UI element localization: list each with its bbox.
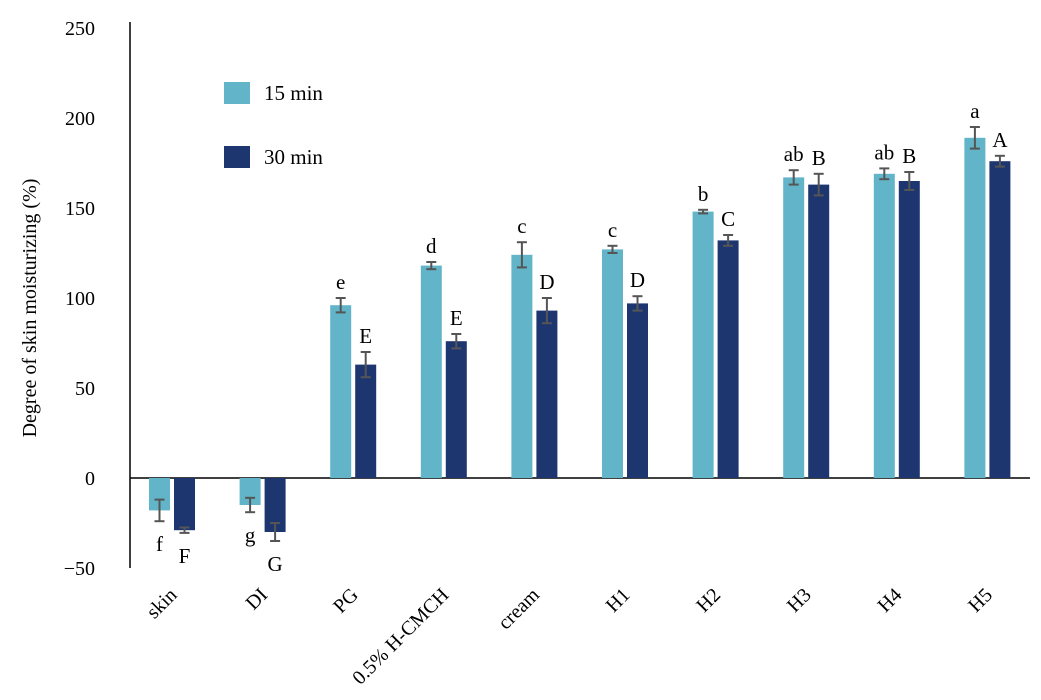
bar-15min (964, 137, 986, 479)
category-label: DI (242, 584, 272, 614)
significance-label: c (517, 214, 526, 238)
significance-label: d (426, 234, 437, 258)
bars-group (149, 137, 1011, 532)
y-tick-labels: 250 200 150 100 50 0 −50 (64, 18, 95, 580)
significance-label: A (992, 128, 1008, 152)
category-label: H3 (783, 584, 816, 617)
category-labels: skin DI PG0.5% H-CMCH cream H1 H2 H3 H4 H5 (142, 584, 997, 689)
error-bars-group (154, 126, 1005, 542)
significance-label: B (812, 146, 826, 170)
y-tick-label: 150 (65, 198, 95, 220)
y-tick-label: 50 (75, 378, 95, 400)
bar-15min (602, 249, 623, 478)
significance-label: e (336, 270, 345, 294)
significance-label: C (721, 207, 735, 231)
legend: 15 min 30 min (224, 81, 323, 169)
bar-30min (717, 240, 739, 478)
significance-label: E (450, 306, 463, 330)
category-label: skin (142, 584, 181, 623)
y-axis: 250 200 150 100 50 0 −50 (64, 18, 131, 580)
bar-30min (898, 181, 920, 478)
bar-15min (783, 177, 805, 478)
y-tick-label: 200 (65, 108, 95, 130)
significance-label: ab (784, 142, 804, 166)
category-label: H5 (964, 584, 997, 617)
bar-30min (627, 303, 648, 478)
category-label: PG (329, 584, 363, 618)
legend-label: 15 min (264, 81, 323, 105)
bar-30min (355, 364, 377, 478)
bar-15min (420, 265, 442, 478)
significance-label: c (608, 218, 617, 242)
category-label: H2 (692, 584, 725, 617)
significance-label: B (902, 144, 916, 168)
significance-label: G (268, 552, 283, 576)
legend-swatch (224, 146, 250, 168)
significance-label: b (698, 182, 709, 206)
significance-label: ab (874, 140, 894, 164)
bar-15min (873, 173, 895, 479)
legend-label: 30 min (264, 145, 323, 169)
significance-label: g (245, 523, 256, 547)
bar-30min (174, 478, 195, 531)
bar-15min (330, 305, 352, 478)
category-label: H4 (873, 584, 906, 617)
significance-label: f (156, 532, 163, 556)
bar-30min (808, 184, 830, 478)
y-axis-title: Degree of skin moisturizing (%) (19, 179, 41, 438)
bar-15min (239, 478, 261, 505)
bar-30min (445, 341, 467, 478)
bar-30min (264, 478, 286, 532)
y-tick-label: 250 (65, 18, 95, 40)
y-tick-label: 0 (85, 468, 95, 490)
bar-15min (692, 211, 714, 478)
significance-label: D (630, 268, 645, 292)
bar-30min (989, 161, 1011, 478)
bar-15min (149, 478, 170, 511)
significance-label: F (179, 544, 191, 568)
category-label: 0.5% H-CMCH (348, 584, 453, 689)
category-label: H1 (602, 584, 635, 617)
significance-label: a (970, 99, 980, 123)
y-tick-label: −50 (64, 558, 95, 580)
y-tick-label: 100 (65, 288, 95, 310)
bar-30min (536, 310, 558, 478)
category-label: cream (494, 584, 544, 634)
significance-label: D (539, 270, 554, 294)
bar-15min (511, 254, 533, 478)
significance-label: E (359, 324, 372, 348)
legend-swatch (224, 82, 250, 104)
